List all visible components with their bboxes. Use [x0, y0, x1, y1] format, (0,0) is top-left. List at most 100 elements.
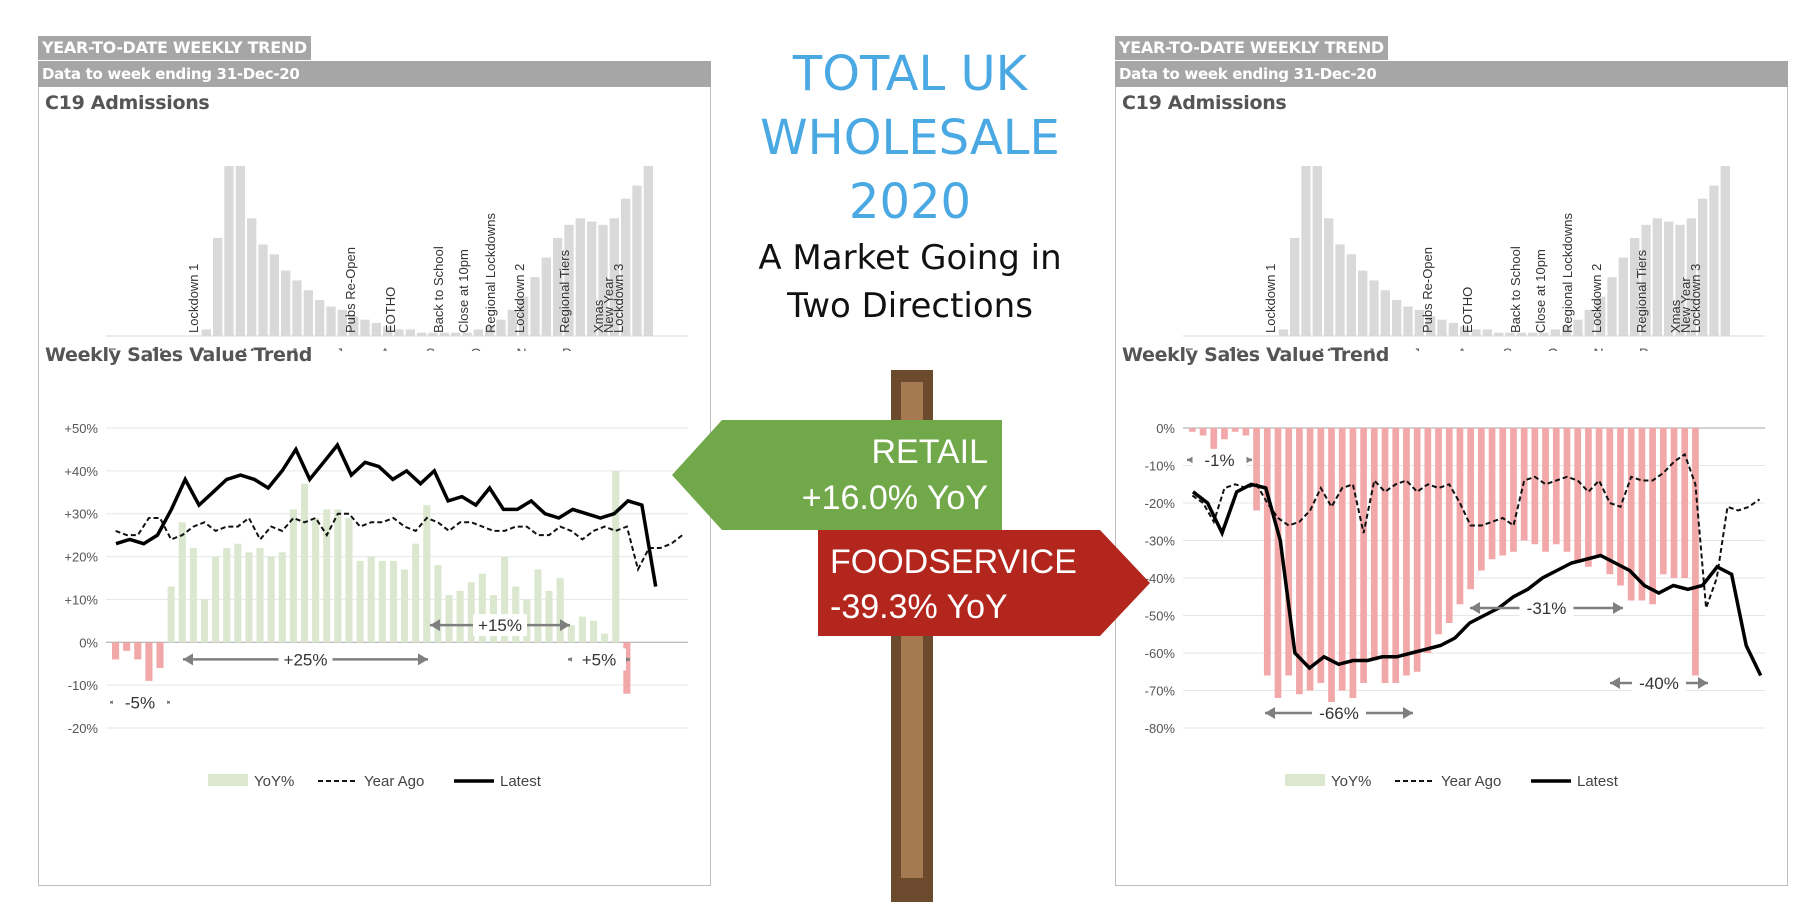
- panel-subtitle: Data to week ending 31-Dec-20: [38, 61, 711, 87]
- event-label: EOTHO: [383, 287, 398, 333]
- y-tick-label: -10%: [1145, 459, 1176, 474]
- annotation-arrowhead: [1610, 677, 1620, 689]
- subtitle-line-2: Two Directions: [787, 286, 1033, 326]
- yoy-bar: [234, 543, 242, 643]
- admissions-bar: [394, 329, 404, 336]
- yoy-bar: [356, 560, 364, 643]
- retail-sign: [672, 420, 1002, 530]
- yoy-bar: [589, 620, 598, 643]
- admissions-bar: [1596, 296, 1606, 336]
- title-line-2: WHOLESALE: [760, 110, 1060, 166]
- month-label: M: [1229, 345, 1241, 351]
- admissions-bar: [1460, 326, 1470, 336]
- month-label: A: [380, 345, 390, 351]
- annotation-bg: [1192, 448, 1247, 471]
- month-label: O: [471, 345, 482, 351]
- admissions-bar: [1335, 244, 1345, 336]
- yoy-bar: [1370, 428, 1378, 661]
- month-label: A: [1457, 345, 1467, 351]
- admissions-bar: [1664, 221, 1674, 336]
- admissions-bar: [1471, 329, 1481, 336]
- yoy-bar: [1467, 428, 1474, 590]
- annotation-arrowhead: [560, 619, 570, 632]
- sales-title: Weekly Sales Value Trend: [1122, 344, 1390, 366]
- subtitle-line-1: A Market Going in: [758, 238, 1062, 278]
- yoy-bar: [1317, 428, 1325, 683]
- yoy-bar: [278, 552, 286, 643]
- yoy-bar: [401, 569, 409, 643]
- admissions-bar: [1392, 300, 1402, 336]
- yoy-bar: [300, 483, 309, 643]
- yoy-bar: [1659, 428, 1667, 575]
- yoy-bar: [189, 548, 197, 643]
- yoy-bar: [601, 633, 609, 643]
- event-label: Lockdown 1: [1263, 264, 1278, 333]
- yoy-bar: [467, 582, 475, 643]
- admissions-bar: [530, 277, 540, 336]
- panel-tab: YEAR-TO-DATE WEEKLY TREND: [1115, 36, 1388, 60]
- center-title: TOTAL UK WHOLESALE 2020 A Market Going i…: [720, 42, 1100, 330]
- admissions-bar: [621, 198, 631, 336]
- event-label: Regional Tiers: [557, 249, 572, 333]
- month-label: M: [1320, 345, 1332, 351]
- admissions-bar: [1346, 254, 1356, 336]
- yoy-bar: [212, 556, 220, 643]
- month-label: N: [516, 345, 526, 351]
- admissions-bar: [1539, 332, 1549, 336]
- admissions-bar: [224, 166, 234, 336]
- yoy-bar: [1296, 428, 1303, 695]
- annotation-label: +5%: [582, 650, 617, 669]
- annotation-arrowhead: [430, 619, 440, 632]
- yoy-bar: [156, 642, 164, 668]
- admissions-bar: [1437, 319, 1447, 336]
- admissions-bar: [371, 322, 381, 336]
- yoy-bar: [545, 590, 553, 643]
- yoy-bar: [223, 548, 231, 643]
- month-label: F: [108, 345, 117, 351]
- yoy-bar: [1231, 428, 1239, 432]
- month-label: N: [1593, 345, 1603, 351]
- yoy-bar: [1403, 428, 1410, 676]
- event-label: Lockdown 1: [186, 264, 201, 333]
- signpost-post-inner: [901, 382, 923, 878]
- admissions-bar: [1290, 237, 1300, 336]
- yoy-bar: [445, 595, 453, 643]
- y-tick-label: 0%: [79, 635, 98, 650]
- signpost-post: [891, 370, 933, 902]
- yoy-bar: [1499, 428, 1507, 556]
- yoy-bar: [1221, 428, 1228, 440]
- yoy-bar: [1670, 428, 1678, 578]
- admissions-bar: [1630, 237, 1640, 336]
- admissions-bar: [1618, 257, 1628, 336]
- admissions-chart: F M A M J J A S O N D Lockdown 1 Pubs Re-Open EOTHO Ba…: [106, 166, 688, 351]
- yoy-bar: [1638, 428, 1646, 601]
- admissions-bar: [201, 329, 211, 336]
- admissions-bar: [1494, 332, 1504, 336]
- y-tick-label: -70%: [1145, 684, 1176, 699]
- yoy-bar: [1199, 428, 1207, 436]
- month-label: A: [1275, 345, 1285, 351]
- admissions-bar: [326, 306, 336, 336]
- event-label: Lockdown 2: [512, 264, 527, 333]
- y-tick-label: -60%: [1145, 646, 1176, 661]
- yoy-bar: [1349, 428, 1357, 698]
- admissions-bar: [1448, 322, 1458, 336]
- yoy-bar: [1435, 428, 1442, 635]
- admissions-bar: [575, 218, 585, 336]
- yoy-bar: [378, 560, 386, 643]
- month-label: M: [152, 345, 164, 351]
- year-ago-line: [1191, 452, 1761, 609]
- admissions-bar: [1301, 166, 1311, 336]
- yoy-bar: [1488, 428, 1496, 560]
- y-tick-label: -80%: [1145, 721, 1176, 736]
- admissions-bar: [1426, 316, 1436, 336]
- admissions-bar: [439, 332, 449, 336]
- yoy-bar: [1595, 428, 1603, 556]
- admissions-bar: [1698, 198, 1708, 336]
- annotation-arrowhead: [1613, 602, 1623, 614]
- admissions-bar: [541, 257, 551, 336]
- event-label: Lockdown 2: [1589, 264, 1604, 333]
- yoy-bar: [1542, 428, 1549, 552]
- legend-year-ago-label: Year Ago: [1441, 773, 1501, 790]
- yoy-bar: [1456, 428, 1464, 605]
